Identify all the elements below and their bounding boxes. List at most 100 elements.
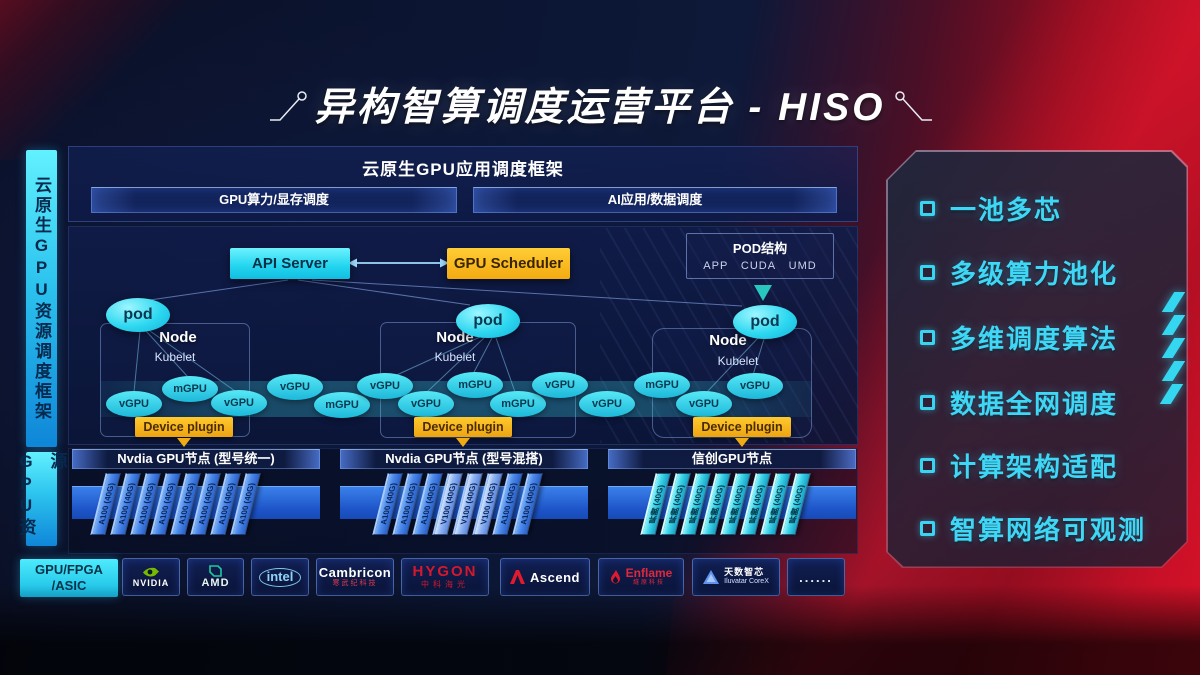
iluvatar-logo-icon [703,570,720,584]
vendor-intel-label: intel [258,567,302,587]
gpu-card-label: A100 (40G) [96,483,116,525]
gpu-unit: vGPU [106,391,162,417]
feature-item-label: 数据全网调度 [950,388,1119,419]
vendor-hygon-label: HYGON [412,563,478,581]
square-bullet-icon [920,520,935,536]
vendor-ascend-label: Ascend [530,569,580,585]
feature-item-1: 一池多芯 [920,192,1063,225]
rail-scheduling-label: 云原生GPU资源调度框架 [32,175,51,422]
pod-layer-app: APP [703,260,729,272]
vendor-enflame-label: Enflame [625,566,673,581]
ascend-logo-icon [510,570,526,584]
gpu-group-1-cards: A100 (40G) A100 (40G) A100 (40G) A100 (40G)… [90,473,261,535]
gpu-card-label: V100 (40G) [458,483,478,525]
app-scheduling-framework-panel: 云原生GPU应用调度框架 GPU算力/显存调度 AI应用/数据调度 [68,146,858,222]
kubelet-3-label: Kubelet [717,354,759,368]
gpu-group-2-cards: A100 (40G) A100 (40G) A100 (40G) V100 (40G)… [372,473,543,535]
circuit-decor-right-icon [895,91,932,121]
gpu-card-label: A100 (40G) [176,483,196,525]
pod-layer-umd: UMD [788,260,817,272]
square-bullet-icon [920,329,935,345]
gpu-card-label: A100 (40G) [518,483,538,525]
gpu-card-label: V100 (40G) [478,483,498,525]
device-plugin-1: Device plugin [135,417,233,437]
bottom-shade [0,585,1200,675]
vendor-iluvatar-label: 天数智芯 [724,567,765,578]
gpu-unit: vGPU [579,391,635,417]
framework-title: 云原生GPU应用调度框架 [362,160,564,179]
gpu-unit: vGPU [727,373,783,399]
feature-item-label: 多级算力池化 [950,258,1119,289]
gpu-unit: vGPU [532,372,588,398]
gpu-card-label: 昇腾 (40G) [646,484,666,524]
pod-structure-panel: POD结构 APP CUDA UMD [686,233,834,279]
gpu-card-label: V100 (40G) [438,483,458,525]
feature-item-4: 数据全网调度 [920,386,1119,419]
rail-gpu-resource-label: GPU资源 [16,452,67,538]
rail-scheduling-framework: 云原生GPU资源调度框架 [26,150,57,447]
vendor-enflame-sub: 燧原科技 [632,580,665,587]
device-plugin-3: Device plugin [693,417,791,437]
vendor-nvidia-label: NVIDIA [132,577,170,588]
pod-2: pod [456,304,520,338]
node-1-label: Node [159,329,197,346]
gpu-card-label: 昇腾 (40G) [686,484,706,524]
gpu-scheduler-box: GPU Scheduler [447,248,570,279]
ai-app-data-scheduling-bar: AI应用/数据调度 [473,187,837,213]
pod-3: pod [733,305,797,339]
device-plugin-arrow-1 [177,438,191,447]
rail-gpu-resource: GPU资源 [17,452,67,546]
background-red-corner [0,0,240,160]
gpu-unit: mGPU [162,376,218,402]
page-title: 异构智算调度运营平台 - HISO [314,86,886,129]
feature-panel-frame [886,150,1188,568]
gpu-unit: vGPU [211,390,267,416]
gpu-unit: vGPU [267,374,323,400]
gpu-card-label: A100 (40G) [398,483,418,525]
enflame-logo-icon [610,569,620,583]
gpu-card-label: A100 (40G) [498,483,518,525]
gpu-card-label: A100 (40G) [378,483,398,525]
square-bullet-icon [920,457,935,473]
gpu-unit: mGPU [634,372,690,398]
gpu-unit: mGPU [490,391,546,417]
nvidia-logo-icon [142,567,159,577]
device-plugin-arrow-2 [456,438,470,447]
feature-panel [888,152,1187,567]
gpu-card-label: A100 (40G) [418,483,438,525]
pod-structure-title: POD结构 [732,241,788,256]
gpu-card-label: A100 (40G) [236,483,256,525]
feature-item-6: 智算网络可观测 [920,512,1146,545]
gpu-unit: mGPU [314,392,370,418]
vendor-iluvatar-sub: Iluvatar CoreX [724,578,769,586]
device-plugin-2: Device plugin [414,417,512,437]
pod-layer-cuda: CUDA [740,260,777,272]
api-server-box: API Server [230,248,350,279]
device-plugin-arrow-3 [735,438,749,447]
gpu-card-label: A100 (40G) [156,483,176,525]
feature-item-5: 计算架构适配 [920,449,1119,482]
gpu-card-label: A100 (40G) [216,483,236,525]
gpu-card-label: 昇腾 (40G) [666,484,686,524]
circuit-decor-left-icon [270,91,307,121]
kubelet-2-label: Kubelet [434,350,476,364]
feature-item-2: 多级算力池化 [920,256,1119,289]
amd-logo-icon [209,565,222,577]
gpu-unit: mGPU [447,372,503,398]
gpu-card-label: A100 (40G) [196,483,216,525]
kubelet-1-label: Kubelet [154,350,196,364]
gpu-card-label: 昇腾 (40G) [746,484,766,524]
gpu-compute-memory-scheduling-bar: GPU算力/显存调度 [91,187,457,213]
gpu-unit: vGPU [398,391,454,417]
gpu-card-label: A100 (40G) [136,483,156,525]
node-3-label: Node [709,332,747,349]
vendor-more-label: ...... [799,569,833,585]
square-bullet-icon [920,200,935,216]
vendor-cambricon-sub: 寒武纪科技 [332,580,378,588]
feature-item-label: 多维调度算法 [950,323,1119,354]
hardware-type-line1: GPU/FPGA [35,562,103,577]
feature-item-label: 计算架构适配 [950,451,1119,482]
gpu-card-label: 昇腾 (40G) [726,484,746,524]
feature-item-label: 一池多芯 [950,194,1063,225]
